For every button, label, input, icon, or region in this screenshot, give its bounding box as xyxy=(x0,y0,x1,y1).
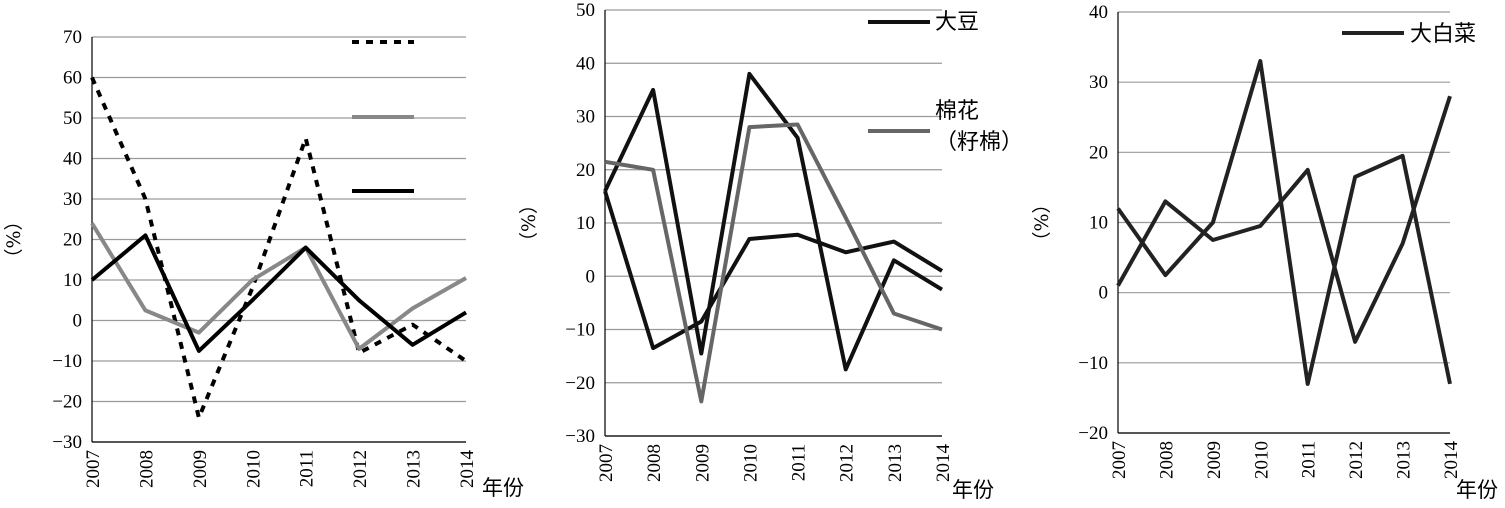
x-tick-label: 2014 xyxy=(933,444,954,483)
chart-crops: −30 −20 −10 0 10 20 30 40 50 2007 2008 2009 2010 2011… xyxy=(518,0,1023,502)
x-tick-label: 2009 xyxy=(1204,441,1225,479)
x-tick-label: 2009 xyxy=(190,450,211,488)
y-tick-label: 10 xyxy=(576,213,595,234)
y-tick-label: 40 xyxy=(576,53,595,74)
y-tick-label: 0 xyxy=(73,311,83,332)
line-soybean-2 xyxy=(603,71,944,372)
y-tick-label: 40 xyxy=(1089,2,1108,23)
x-tick-label: 2007 xyxy=(596,444,617,482)
y-tick-label: −10 xyxy=(1078,353,1108,374)
x-axis-label: 年份 xyxy=(1456,478,1498,502)
y-tick-label: 30 xyxy=(576,107,595,128)
line-soybean xyxy=(603,190,944,351)
y-axis-label: （%） xyxy=(3,211,25,267)
x-tick-label: 2009 xyxy=(692,444,713,482)
x-axis-label: 年份 xyxy=(952,478,994,502)
y-tick-label: 40 xyxy=(63,149,82,170)
x-tick-label: 2012 xyxy=(350,450,371,488)
y-tick-label: 10 xyxy=(1089,213,1108,234)
y-tick-label: 30 xyxy=(63,189,82,210)
x-tick-label: 2013 xyxy=(885,444,906,482)
x-tick-label: 2011 xyxy=(297,450,318,487)
y-tick-label: 70 xyxy=(63,27,82,48)
line-live-hog xyxy=(90,76,468,420)
y-tick-label: 30 xyxy=(1089,72,1108,93)
y-tick-label: −30 xyxy=(52,432,82,453)
y-tick-label: 0 xyxy=(1099,283,1109,304)
x-tick-label: 2013 xyxy=(404,450,425,488)
y-tick-label: 0 xyxy=(586,266,596,287)
y-axis-label: （%） xyxy=(518,195,540,251)
x-tick-label: 2011 xyxy=(1299,441,1320,478)
y-tick-label: −20 xyxy=(565,373,595,394)
y-tick-label: 10 xyxy=(63,270,82,291)
x-tick-label: 2013 xyxy=(1394,441,1415,479)
line-carp xyxy=(90,233,468,353)
chart-livestock: −30 −20 −10 0 10 20 30 40 50 60 70 2007 2008 2009 2010… xyxy=(3,27,524,500)
x-tick-label: 2012 xyxy=(837,444,858,482)
y-tick-label: −20 xyxy=(52,392,82,413)
y-tick-label: 20 xyxy=(576,160,595,181)
chart-cabbage: −20 −10 0 10 20 30 40 2007 2008 2009 2010 2011 2012 2… xyxy=(1031,2,1498,502)
y-tick-label: 20 xyxy=(1089,142,1108,163)
x-tick-label: 2010 xyxy=(740,444,761,482)
x-tick-label: 2008 xyxy=(644,444,665,482)
x-tick-label: 2011 xyxy=(789,444,810,481)
x-tick-label: 2014 xyxy=(457,450,478,489)
line-chinese-cabbage-2 xyxy=(1116,95,1452,344)
y-tick-label: −10 xyxy=(52,351,82,372)
x-tick-label: 2010 xyxy=(243,450,264,488)
y-tick-label: 20 xyxy=(63,230,82,251)
x-tick-label: 2008 xyxy=(1156,441,1177,479)
legend-label: 棉花 xyxy=(935,99,979,124)
x-tick-label: 2010 xyxy=(1251,441,1272,479)
y-axis-label: （%） xyxy=(1031,194,1053,250)
x-tick-label: 2008 xyxy=(136,450,157,488)
y-tick-label: 50 xyxy=(63,108,82,129)
line-eggs xyxy=(90,222,467,351)
y-tick-label: 60 xyxy=(63,68,82,89)
x-tick-label: 2012 xyxy=(1346,441,1367,479)
y-tick-label: −30 xyxy=(565,426,595,447)
x-tick-label: 2014 xyxy=(1441,441,1462,480)
x-tick-label: 2007 xyxy=(1109,441,1130,479)
x-axis-label: 年份 xyxy=(482,476,524,500)
y-tick-label: 50 xyxy=(576,0,595,21)
y-tick-label: −10 xyxy=(565,320,595,341)
legend-label: （籽棉） xyxy=(935,130,1023,155)
line-chinese-cabbage xyxy=(1116,59,1452,386)
x-tick-label: 2007 xyxy=(83,450,104,488)
line-cotton xyxy=(604,122,943,404)
legend-label: 大豆 xyxy=(935,10,979,35)
y-tick-label: −20 xyxy=(1078,423,1108,444)
legend-label: 大白菜 xyxy=(1410,22,1476,47)
